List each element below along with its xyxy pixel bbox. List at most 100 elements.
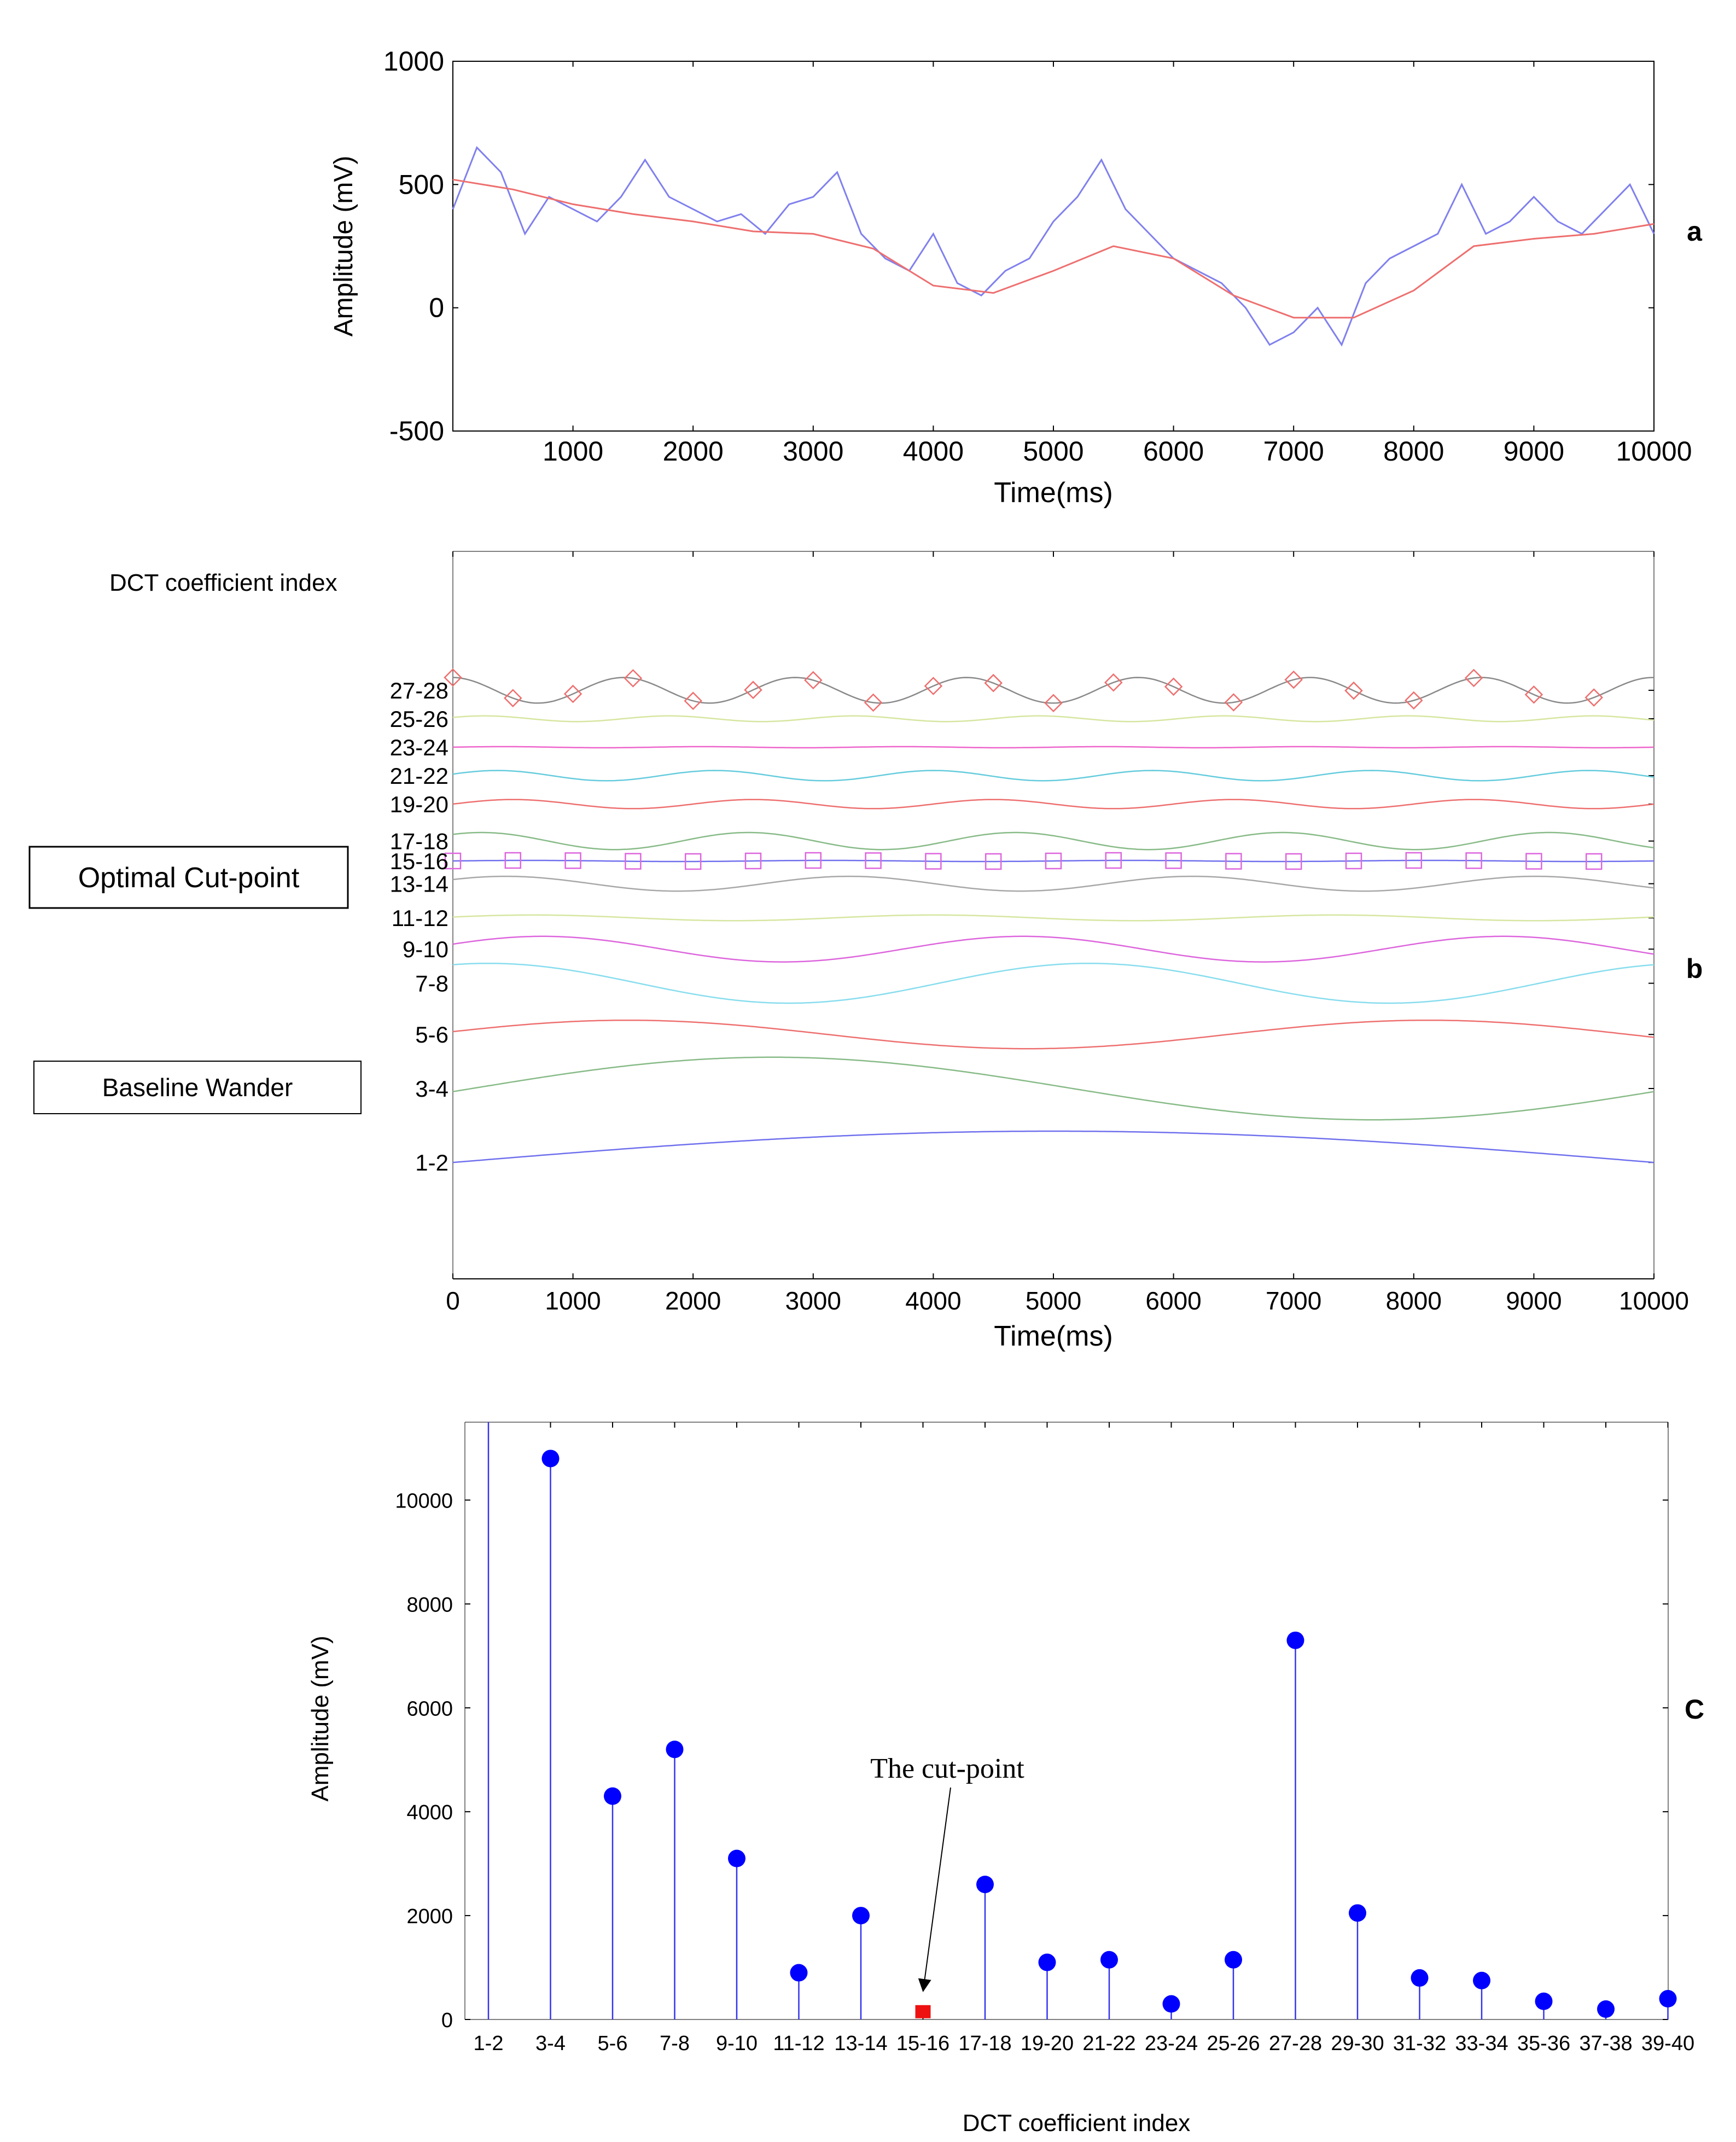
panel-b-diamond-marker [1344, 681, 1363, 700]
panel-c-stem-dot [1162, 1995, 1180, 2013]
panel-c-stem-dot [790, 1964, 808, 1982]
panel-c-stem-dot [541, 1450, 560, 1468]
panel-a-x-tick-label: 6000 [1143, 436, 1204, 467]
panel-c-x-tick-label: 13-14 [834, 2032, 887, 2055]
panel-b-series-label: 5-6 [415, 1022, 448, 1047]
panel-c-x-tick-label: 1-2 [474, 2032, 504, 2055]
panel-b-diamond-marker [984, 674, 1003, 692]
panel-c-x-tick-label: 17-18 [958, 2032, 1011, 2055]
panel-b-trace-21-22 [452, 770, 1655, 782]
panel-a-signal-line [452, 145, 1655, 347]
panel-b-diamond-marker [1284, 670, 1303, 689]
panel-c-x-tick-label: 33-34 [1455, 2032, 1508, 2055]
panel-c-y-tick-label: 6000 [406, 1697, 453, 1720]
panel-b-square-marker [1165, 852, 1182, 869]
panel-c-y-tick-label: 2000 [406, 1905, 453, 1928]
panel-a-baseline-line [452, 178, 1655, 319]
panel-b-x-tick-label: 5000 [1026, 1287, 1081, 1315]
panel-b-lines [444, 668, 1655, 1163]
panel-c-stem-dot [852, 1907, 870, 1925]
panel-a-lines [452, 145, 1655, 347]
panel-c-stem-dot [1349, 1904, 1366, 1922]
panel-b-diamond-marker [684, 691, 702, 711]
panel-c-x-tick-label: 37-38 [1579, 2032, 1632, 2055]
panel-c-x-tick-label: 15-16 [896, 2032, 949, 2055]
panel-b-diamond-marker [1044, 694, 1063, 713]
panel-b-trace-9-10 [452, 935, 1655, 963]
panel-b-square-marker [984, 853, 1002, 870]
panel-b-diamond-marker [1584, 688, 1603, 707]
panel-b-diamond-marker [624, 669, 643, 688]
panel-b-diamond-marker [1224, 693, 1243, 712]
panel-b-square-marker [1465, 852, 1482, 869]
panel-b-trace-3-4 [452, 1056, 1655, 1121]
panel-c-stem-dot [1286, 1631, 1304, 1649]
optimal-cutpoint-text: Optimal Cut-point [78, 862, 300, 894]
panel-b-series-label: 11-12 [392, 905, 448, 931]
panel-c-x-tick-label: 3-4 [535, 2032, 566, 2055]
panel-c-y-label: Amplitude (mV) [307, 1635, 334, 1801]
panel-b-diamond-marker [563, 684, 582, 703]
panel-b: 0 1000 2000 3000 4000 5000 6000 7000 8000 9000 100… [28, 551, 1703, 1352]
cut-point-annotation: The cut-point [870, 1753, 1024, 1784]
panel-b-square-marker [625, 853, 642, 870]
panel-b-x-tick-label: 10000 [1619, 1287, 1689, 1315]
panel-b-square-marker [865, 852, 882, 869]
panel-c: 0 2000 4000 6000 8000 10000 1-2 3-4 5-6 7-8 9-10 11… [307, 1422, 1704, 2137]
baseline-wander-text: Baseline Wander [102, 1073, 293, 1102]
panel-a-x-tick-label: 4000 [903, 436, 964, 467]
panel-a-x-tick-label: 5000 [1023, 436, 1083, 467]
baseline-wander-callout: Baseline Wander [33, 1061, 362, 1114]
panel-c-cutpoint-marker [915, 2005, 931, 2018]
panel-c-x-tick-label: 39-40 [1641, 2032, 1694, 2055]
panel-a-y-tick-label: 0 [429, 293, 444, 323]
panel-b-series-label: 1-2 [415, 1150, 448, 1175]
panel-a-ticks: 1000 2000 3000 4000 5000 6000 7000 8000 9000 1000… [383, 46, 1692, 467]
panel-b-ticks: 0 1000 2000 3000 4000 5000 6000 7000 8000 9000 100… [446, 551, 1689, 1315]
panel-b-diamond-marker [864, 693, 883, 712]
panel-c-x-tick-label: 25-26 [1207, 2032, 1260, 2055]
panel-a-x-label: Time(ms) [994, 477, 1113, 509]
panel-b-square-marker [444, 852, 462, 870]
panel-b-series-label: 9-10 [403, 936, 448, 962]
panel-b-square-marker [805, 852, 822, 869]
panel-b-trace-23-24 [452, 746, 1655, 749]
panel-b-diamond-marker [444, 668, 462, 687]
panel-b-trace-25-26 [452, 715, 1655, 723]
panel-b-square-marker [1345, 852, 1362, 870]
panel-c-x-tick-label: 31-32 [1393, 2032, 1446, 2055]
panel-b-x-tick-label: 4000 [905, 1287, 961, 1315]
panel-b-series-label: 15-16 [390, 848, 448, 874]
panel-c-stem-dot [666, 1741, 684, 1759]
panel-a-letter: a [1687, 216, 1703, 247]
panel-c-stem-dot [1411, 1969, 1429, 1987]
panel-b-series-label: 19-20 [390, 791, 448, 817]
panel-b-diamond-marker [804, 671, 823, 690]
panel-c-stem-dot [1659, 1990, 1677, 2008]
panel-b-trace-15-16 [452, 859, 1655, 863]
panel-c-stem-dot [1038, 1953, 1056, 1971]
panel-b-x-label: Time(ms) [994, 1320, 1113, 1352]
panel-b-trace-7-8 [452, 962, 1655, 1004]
panel-a: 1000 2000 3000 4000 5000 6000 7000 8000 9000 1000… [329, 46, 1703, 509]
panel-b-square-marker [1225, 853, 1242, 870]
cut-point-arrow [918, 1787, 951, 1992]
panel-b-series-label: 13-14 [390, 871, 448, 897]
panel-c-letter: C [1685, 1694, 1704, 1725]
panel-b-square-marker [504, 852, 522, 869]
panel-b-trace-1-2 [452, 1130, 1655, 1163]
panel-b-series-label: 3-4 [415, 1076, 448, 1102]
panel-a-x-tick-label: 3000 [783, 436, 843, 467]
panel-b-square-marker [1045, 852, 1062, 870]
panel-b-x-tick-label: 3000 [785, 1287, 841, 1315]
panel-b-square-marker [1285, 853, 1302, 870]
panel-c-stem-dot [1225, 1951, 1242, 1969]
panel-a-y-tick-label: 500 [399, 169, 444, 200]
panel-c-x-tick-label: 27-28 [1269, 2032, 1322, 2055]
panel-b-square-marker [925, 853, 942, 870]
panel-b-diamond-marker [1164, 677, 1183, 696]
panel-c-x-tick-label: 19-20 [1021, 2032, 1074, 2055]
panel-c-stem-dot [604, 1787, 621, 1805]
panel-b-square-marker [744, 852, 762, 870]
